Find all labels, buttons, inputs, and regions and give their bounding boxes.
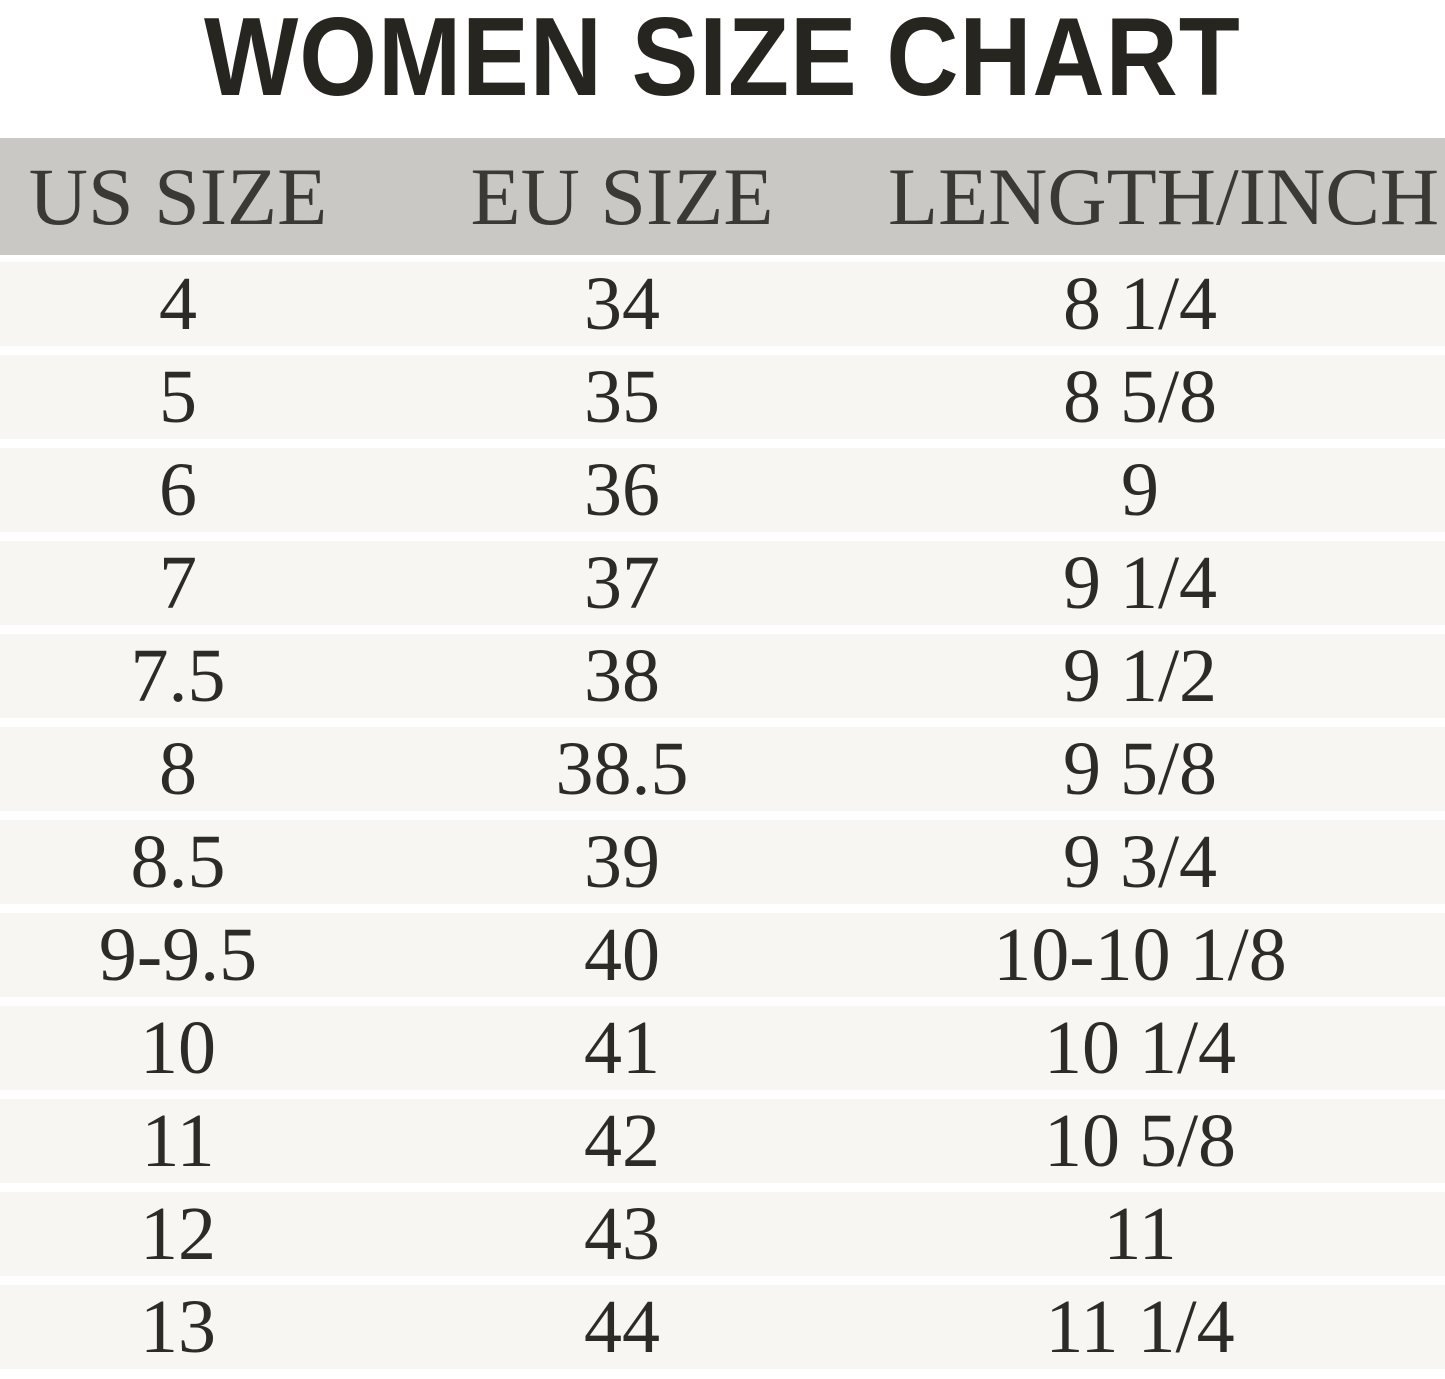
eu-size-cell: 38.5 [555,727,689,811]
us-size-cell: 7 [159,541,197,625]
eu-size-cell: 44 [584,1285,660,1369]
length-cell: 10-10 1/8 [993,913,1287,997]
length-cell: 10 5/8 [1043,1099,1237,1183]
length-cell: 10 1/4 [1043,1006,1237,1090]
table-header: US SIZE EU SIZE LENGTH/INCH [0,138,1445,255]
eu-size-cell: 40 [584,913,660,997]
table-row: 4 34 8 1/4 [0,262,1445,346]
length-cell: 9 [1121,448,1159,532]
title-band: WOMEN SIZE CHART [0,0,1445,138]
table-row: 13 44 11 1/4 [0,1285,1445,1369]
table-row: 5 35 8 5/8 [0,355,1445,439]
us-size-cell: 8.5 [130,820,226,904]
eu-size-cell: 35 [584,355,660,439]
table-row: 11 42 10 5/8 [0,1099,1445,1183]
us-size-cell: 12 [140,1192,216,1276]
length-cell: 9 1/2 [1062,634,1218,718]
us-size-cell: 4 [159,262,197,346]
length-cell: 8 1/4 [1062,262,1218,346]
table-row: 10 41 10 1/4 [0,1006,1445,1090]
column-header-eu-size: EU SIZE [470,150,774,242]
column-header-length-inch: LENGTH/INCH [888,150,1440,242]
length-cell: 11 1/4 [1045,1285,1235,1369]
eu-size-cell: 34 [584,262,660,346]
column-header-us-size: US SIZE [28,150,328,242]
table-row: 7.5 38 9 1/2 [0,634,1445,718]
us-size-cell: 10 [140,1006,216,1090]
us-size-cell: 6 [159,448,197,532]
eu-size-cell: 43 [584,1192,660,1276]
us-size-cell: 13 [140,1285,216,1369]
table-row: 8 38.5 9 5/8 [0,727,1445,811]
us-size-cell: 8 [159,727,197,811]
length-cell: 9 1/4 [1062,541,1218,625]
table-row: 6 36 9 [0,448,1445,532]
eu-size-cell: 41 [584,1006,660,1090]
length-cell: 9 3/4 [1062,820,1218,904]
table-row: 9-9.5 40 10-10 1/8 [0,913,1445,997]
us-size-cell: 11 [141,1099,215,1183]
length-cell: 11 [1103,1192,1177,1276]
length-cell: 9 5/8 [1062,727,1218,811]
us-size-cell: 7.5 [130,634,226,718]
eu-size-cell: 37 [584,541,660,625]
us-size-cell: 9-9.5 [98,913,258,997]
eu-size-cell: 38 [584,634,660,718]
eu-size-cell: 42 [584,1099,660,1183]
table-row: 12 43 11 [0,1192,1445,1276]
table-row: 8.5 39 9 3/4 [0,820,1445,904]
table-row: 7 37 9 1/4 [0,541,1445,625]
us-size-cell: 5 [159,355,197,439]
eu-size-cell: 39 [584,820,660,904]
length-cell: 8 5/8 [1062,355,1218,439]
page-title: WOMEN SIZE CHART [204,0,1241,119]
eu-size-cell: 36 [584,448,660,532]
